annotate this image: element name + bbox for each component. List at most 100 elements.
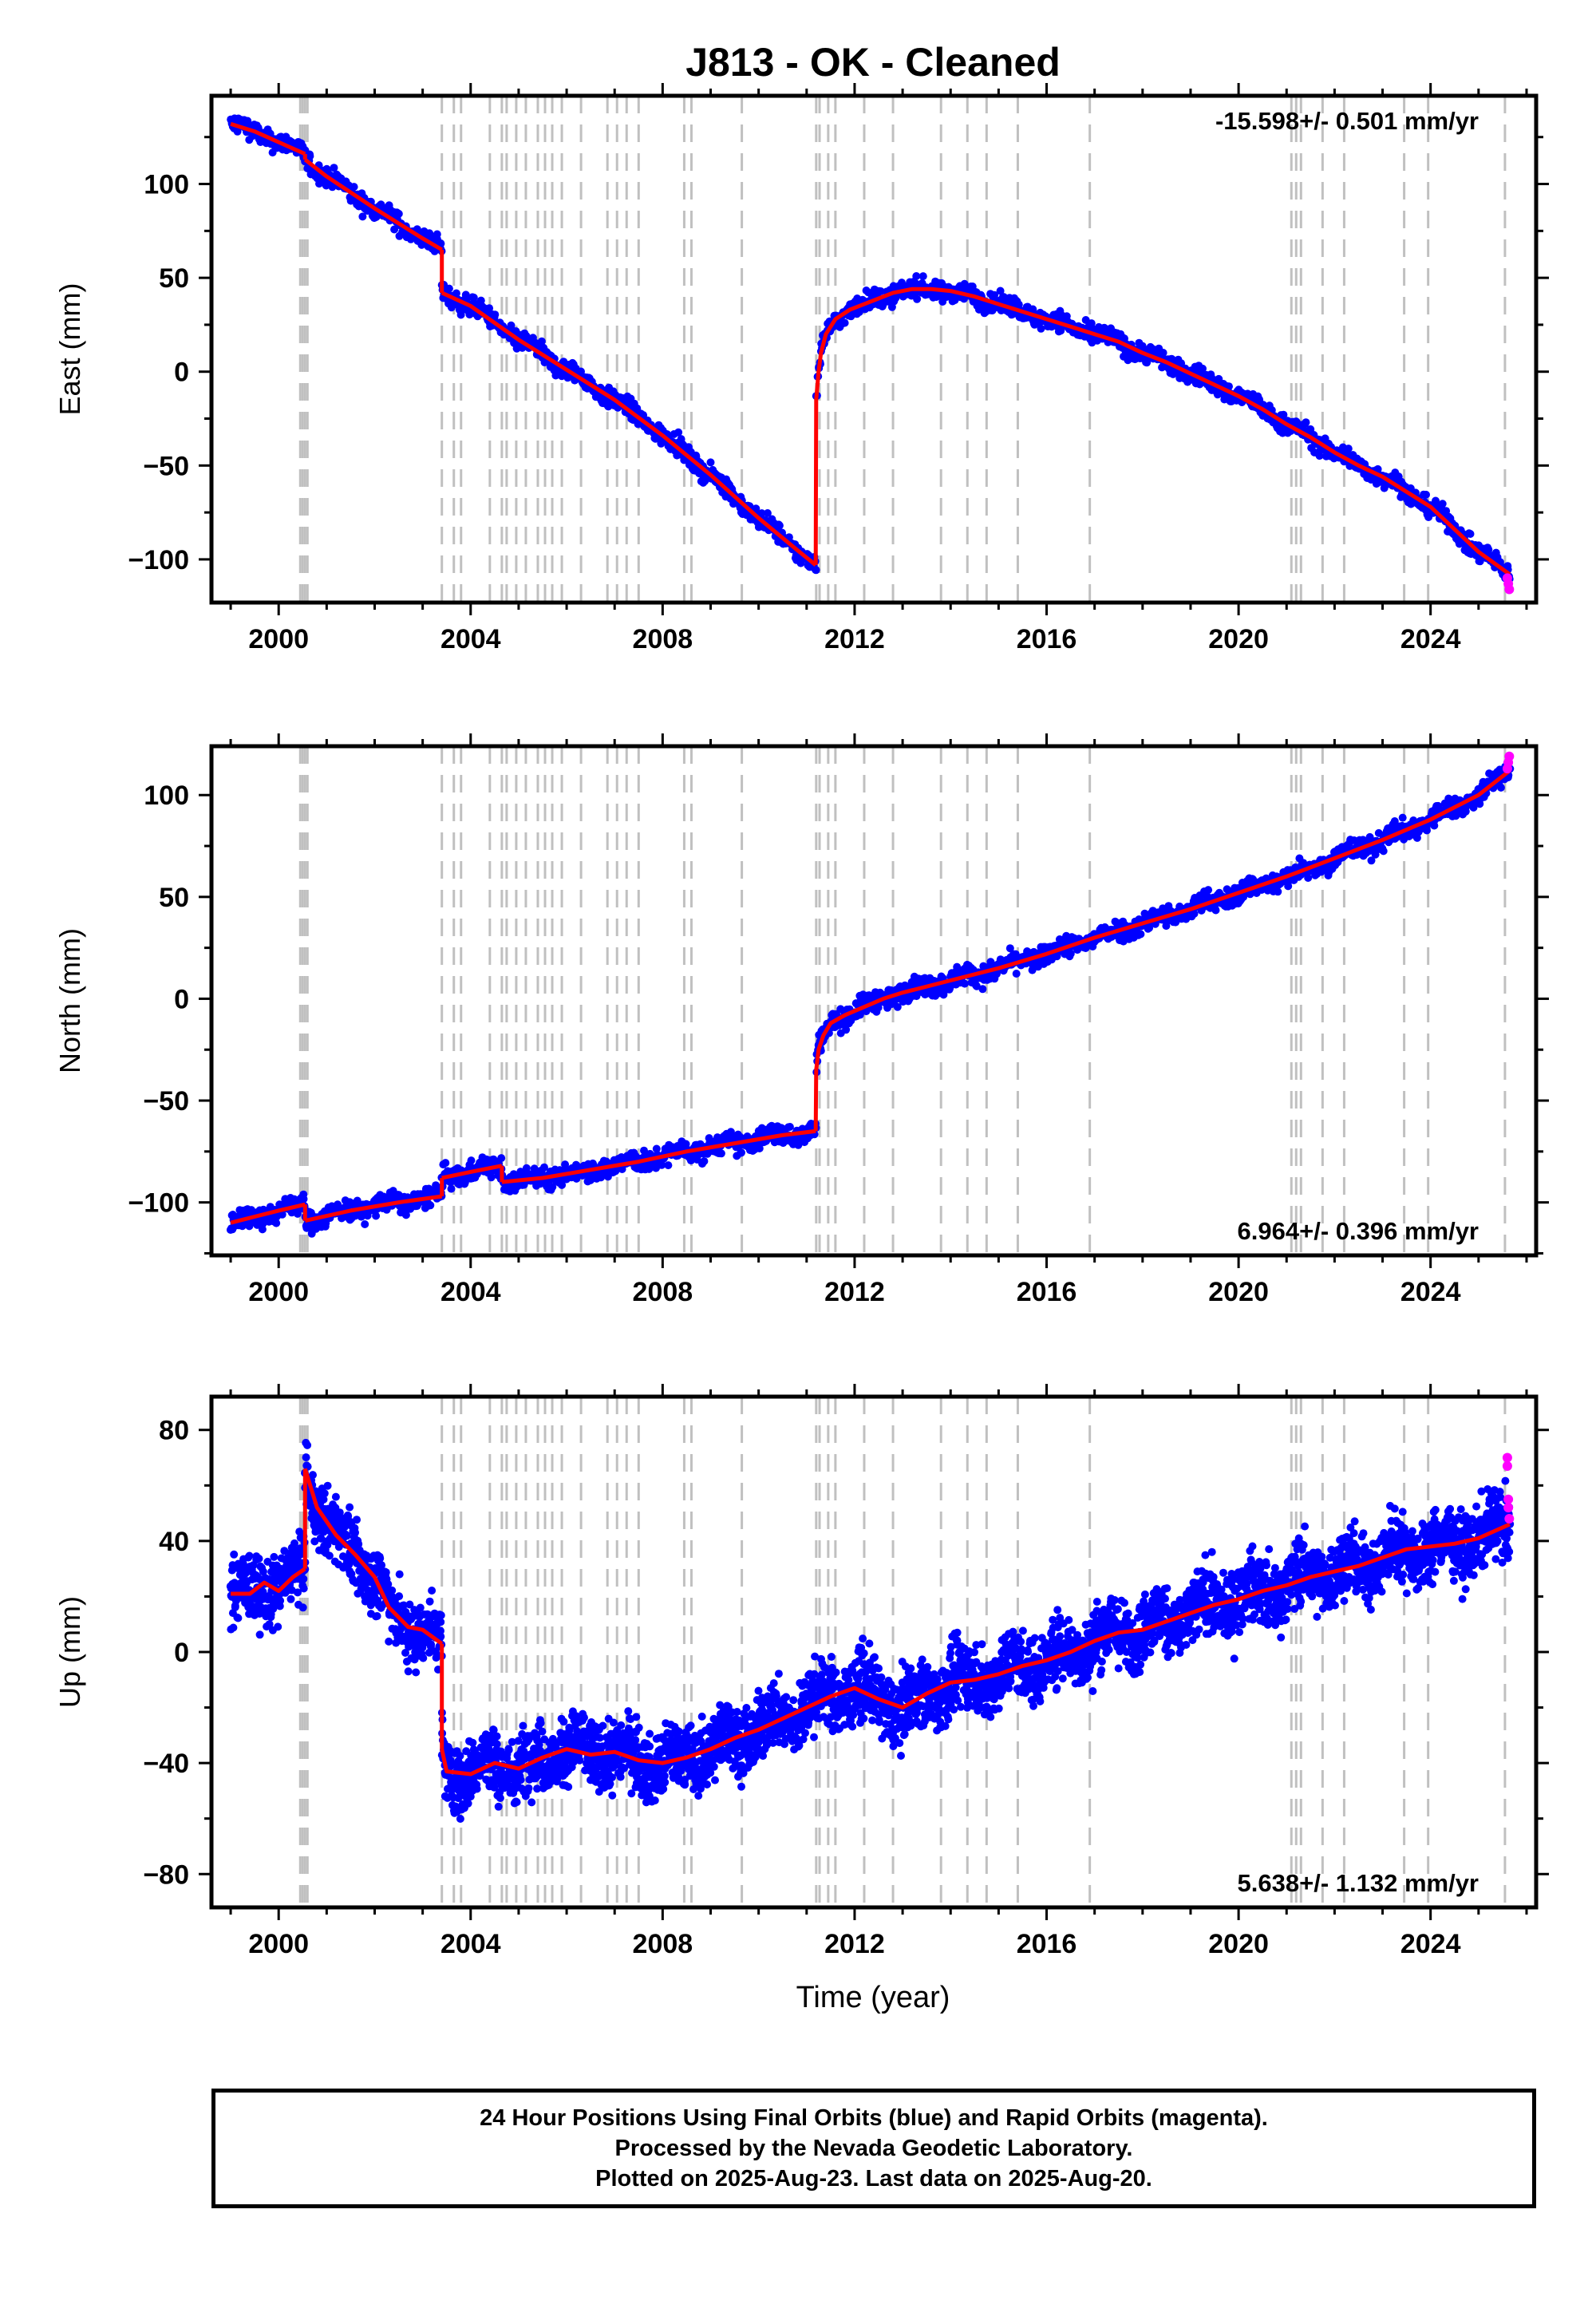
x-tick-label: 2008 [633,624,693,654]
x-tick-label: 2012 [824,1277,885,1307]
panel-up: 2000 2004 2008 2012 2016 2020 2024−80−4004080U… [53,1384,1549,1959]
data-point [1136,930,1145,939]
data-point [456,310,465,319]
data-point [270,1552,279,1561]
data-point [229,1623,238,1632]
data-point [1012,970,1021,978]
data-point [1284,882,1293,891]
x-tick-label: 2016 [1017,1277,1077,1307]
data-point [1438,500,1447,508]
x-tick-label: 2020 [1208,624,1269,654]
data-point [1225,382,1233,391]
data-point [664,1161,673,1170]
data-point [752,504,760,513]
x-tick-label: 2004 [440,1277,501,1307]
y-tick-label: 50 [159,263,189,294]
data-point [913,294,922,303]
data-point [255,1630,264,1639]
plot-area-north [226,746,1515,1255]
data-point [548,1183,557,1192]
x-tick-label: 2016 [1017,624,1077,654]
data-point [1423,826,1431,835]
x-tick-label: 2000 [248,1277,309,1307]
data-point [652,1144,661,1153]
x-tick-label: 2000 [248,624,309,654]
data-point [452,289,460,298]
data-point [1344,445,1353,453]
x-tick-label: 2020 [1208,1277,1269,1307]
data-point [1190,909,1199,918]
x-tick-label: 2012 [824,624,885,654]
y-tick-label: −50 [143,451,189,481]
data-point [1422,490,1430,499]
data-point [1367,856,1376,865]
data-point [1204,886,1213,895]
data-point [717,1149,725,1158]
data-point [893,1002,902,1011]
data-point [258,1225,267,1234]
data-point [441,1159,450,1168]
data-point [231,1603,239,1611]
data-point [1005,944,1014,953]
data-point [757,509,766,518]
model-line-segment [230,121,306,156]
data-point [763,509,772,517]
x-axis-label: Time (year) [796,1981,950,2014]
data-point [372,1211,381,1220]
data-point [640,1146,648,1155]
model-line-segment [501,1128,816,1184]
data-point [437,239,445,248]
data-point [275,1602,284,1611]
data-point [361,1220,369,1228]
data-point [1302,418,1310,427]
panel-frame-north [209,744,1539,1258]
data-point [674,428,683,437]
model-line-segment [230,1202,306,1225]
data-point [259,1567,267,1576]
data-point [775,521,784,530]
data-point [1496,783,1505,792]
data-point [618,1165,626,1173]
data-point [1211,906,1220,915]
data-point [467,1156,476,1165]
data-point [978,985,987,994]
data-point [485,304,494,313]
data-point [842,1026,851,1034]
data-point [497,1154,506,1163]
data-point [1315,452,1324,460]
panel-east: 2000 2004 2008 2012 2016 2020 2024−100−5005010… [53,83,1549,654]
model-line-segment [304,1194,443,1223]
data-point [469,293,478,302]
data-point [1037,324,1045,333]
data-point [537,337,546,346]
final-orbit-points-east [227,114,1514,583]
data-point [1304,874,1313,882]
data-point [426,1201,435,1210]
data-point [306,152,314,160]
data-point [401,1211,410,1219]
x-tick-label: 2008 [633,1277,693,1307]
data-point [876,287,885,295]
x-tick-label: 2004 [440,624,501,654]
rate-label-east: -15.598+/- 0.501 mm/yr [1215,107,1479,135]
panel-frame-east [209,93,1539,605]
data-point [491,310,500,319]
y-tick-label: 100 [144,781,189,811]
data-point [658,1160,666,1169]
data-point [245,1551,254,1560]
data-point [259,1587,267,1596]
model-line-segment [303,158,443,252]
data-point [234,1614,243,1622]
data-point [390,225,399,234]
y-tick-label: −100 [128,545,189,575]
y-tick-label: 50 [159,883,189,913]
data-point [1014,300,1023,309]
plot-area-east [227,96,1515,603]
data-point [996,287,1005,295]
plot-area-up [226,1397,1515,1907]
data-point [330,164,338,172]
data-point [1466,530,1475,538]
y-tick-label: −50 [143,1086,189,1117]
y-tick-label: 0 [174,984,189,1014]
